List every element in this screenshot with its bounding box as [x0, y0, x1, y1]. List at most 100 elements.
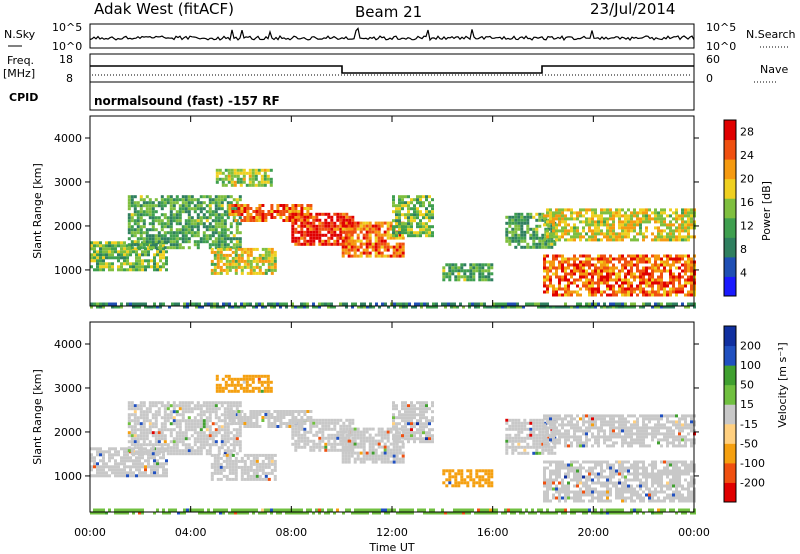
data-cell — [687, 229, 690, 233]
data-cell — [148, 222, 152, 226]
data-cell — [255, 422, 259, 425]
data-cell — [261, 462, 265, 466]
data-cell — [181, 401, 185, 405]
data-cell — [365, 233, 369, 237]
data-cell — [386, 230, 390, 234]
data-cell — [520, 236, 524, 240]
data-cell — [148, 404, 152, 408]
data-cell — [318, 218, 322, 222]
data-cell — [181, 204, 185, 208]
data-cell — [654, 211, 657, 215]
data-cell — [252, 462, 256, 466]
data-cell — [135, 256, 138, 260]
data-cell — [552, 287, 555, 291]
data-cell — [303, 436, 307, 440]
data-cell — [639, 281, 642, 285]
data-cell — [228, 253, 232, 257]
data-cell — [300, 215, 304, 219]
data-cell — [374, 233, 378, 237]
data-cell — [151, 449, 155, 453]
data-cell — [419, 222, 422, 226]
data-cell — [511, 427, 515, 431]
data-cell — [220, 428, 224, 432]
data-cell — [624, 229, 627, 233]
data-cell — [511, 436, 515, 440]
data-cell — [573, 290, 576, 294]
data-cell — [651, 238, 654, 242]
data-cell — [216, 253, 220, 257]
data-cell — [633, 278, 636, 282]
data-cell — [660, 278, 663, 282]
data-cell — [603, 254, 606, 258]
data-cell — [442, 472, 446, 476]
data-cell — [270, 210, 274, 213]
data-cell — [347, 242, 351, 246]
data-cell — [417, 302, 420, 306]
data-cell — [217, 246, 221, 250]
data-cell — [392, 427, 396, 431]
data-cell — [347, 245, 351, 249]
data-cell — [585, 263, 588, 267]
data-cell — [154, 419, 158, 423]
data-cell — [184, 407, 188, 411]
data-cell — [162, 302, 165, 306]
data-cell — [324, 427, 328, 431]
data-cell — [383, 433, 387, 437]
data-cell — [120, 459, 123, 463]
data-cell — [690, 211, 693, 215]
data-cell — [426, 302, 429, 306]
data-cell — [636, 293, 639, 297]
data-cell — [511, 239, 515, 243]
data-cell — [624, 302, 627, 306]
data-cell — [445, 263, 449, 267]
data-cell — [517, 442, 521, 446]
data-cell — [392, 413, 395, 417]
data-cell — [199, 201, 203, 205]
data-cell — [267, 419, 271, 422]
data-cell — [232, 434, 236, 438]
data-cell — [318, 227, 322, 231]
data-cell — [242, 180, 246, 184]
data-cell — [621, 302, 624, 306]
data-cell — [159, 256, 162, 260]
data-cell — [690, 302, 693, 306]
data-cell — [232, 437, 236, 441]
data-cell — [210, 247, 214, 251]
data-cell — [126, 465, 129, 469]
data-cell — [573, 226, 576, 230]
data-cell — [395, 445, 399, 449]
data-cell — [169, 210, 173, 214]
data-cell — [102, 462, 105, 466]
data-cell — [243, 468, 247, 472]
data-cell — [217, 195, 221, 199]
data-cell — [387, 305, 390, 309]
data-cell — [407, 195, 410, 199]
data-cell — [555, 290, 558, 294]
data-cell — [156, 450, 159, 454]
data-cell — [249, 425, 253, 428]
data-cell — [466, 269, 470, 273]
data-cell — [404, 419, 407, 423]
data-cell — [663, 223, 666, 227]
data-cell — [136, 213, 140, 217]
data-cell — [344, 224, 348, 228]
data-cell — [136, 419, 140, 423]
data-cell — [160, 201, 164, 205]
data-cell — [108, 459, 111, 463]
data-cell — [309, 242, 313, 246]
data-cell — [330, 445, 334, 449]
data-cell — [609, 269, 612, 273]
data-cell — [487, 278, 491, 282]
data-cell — [395, 404, 398, 408]
data-cell — [142, 452, 146, 456]
data-cell — [365, 230, 369, 234]
data-cell — [368, 442, 372, 446]
data-cell — [222, 302, 225, 306]
colorbar-tick-label: 8 — [740, 243, 747, 256]
data-cell — [618, 257, 621, 261]
data-cell — [90, 456, 93, 460]
data-cell — [166, 407, 170, 411]
data-cell — [142, 440, 146, 444]
data-cell — [544, 227, 548, 231]
data-cell — [431, 216, 434, 220]
